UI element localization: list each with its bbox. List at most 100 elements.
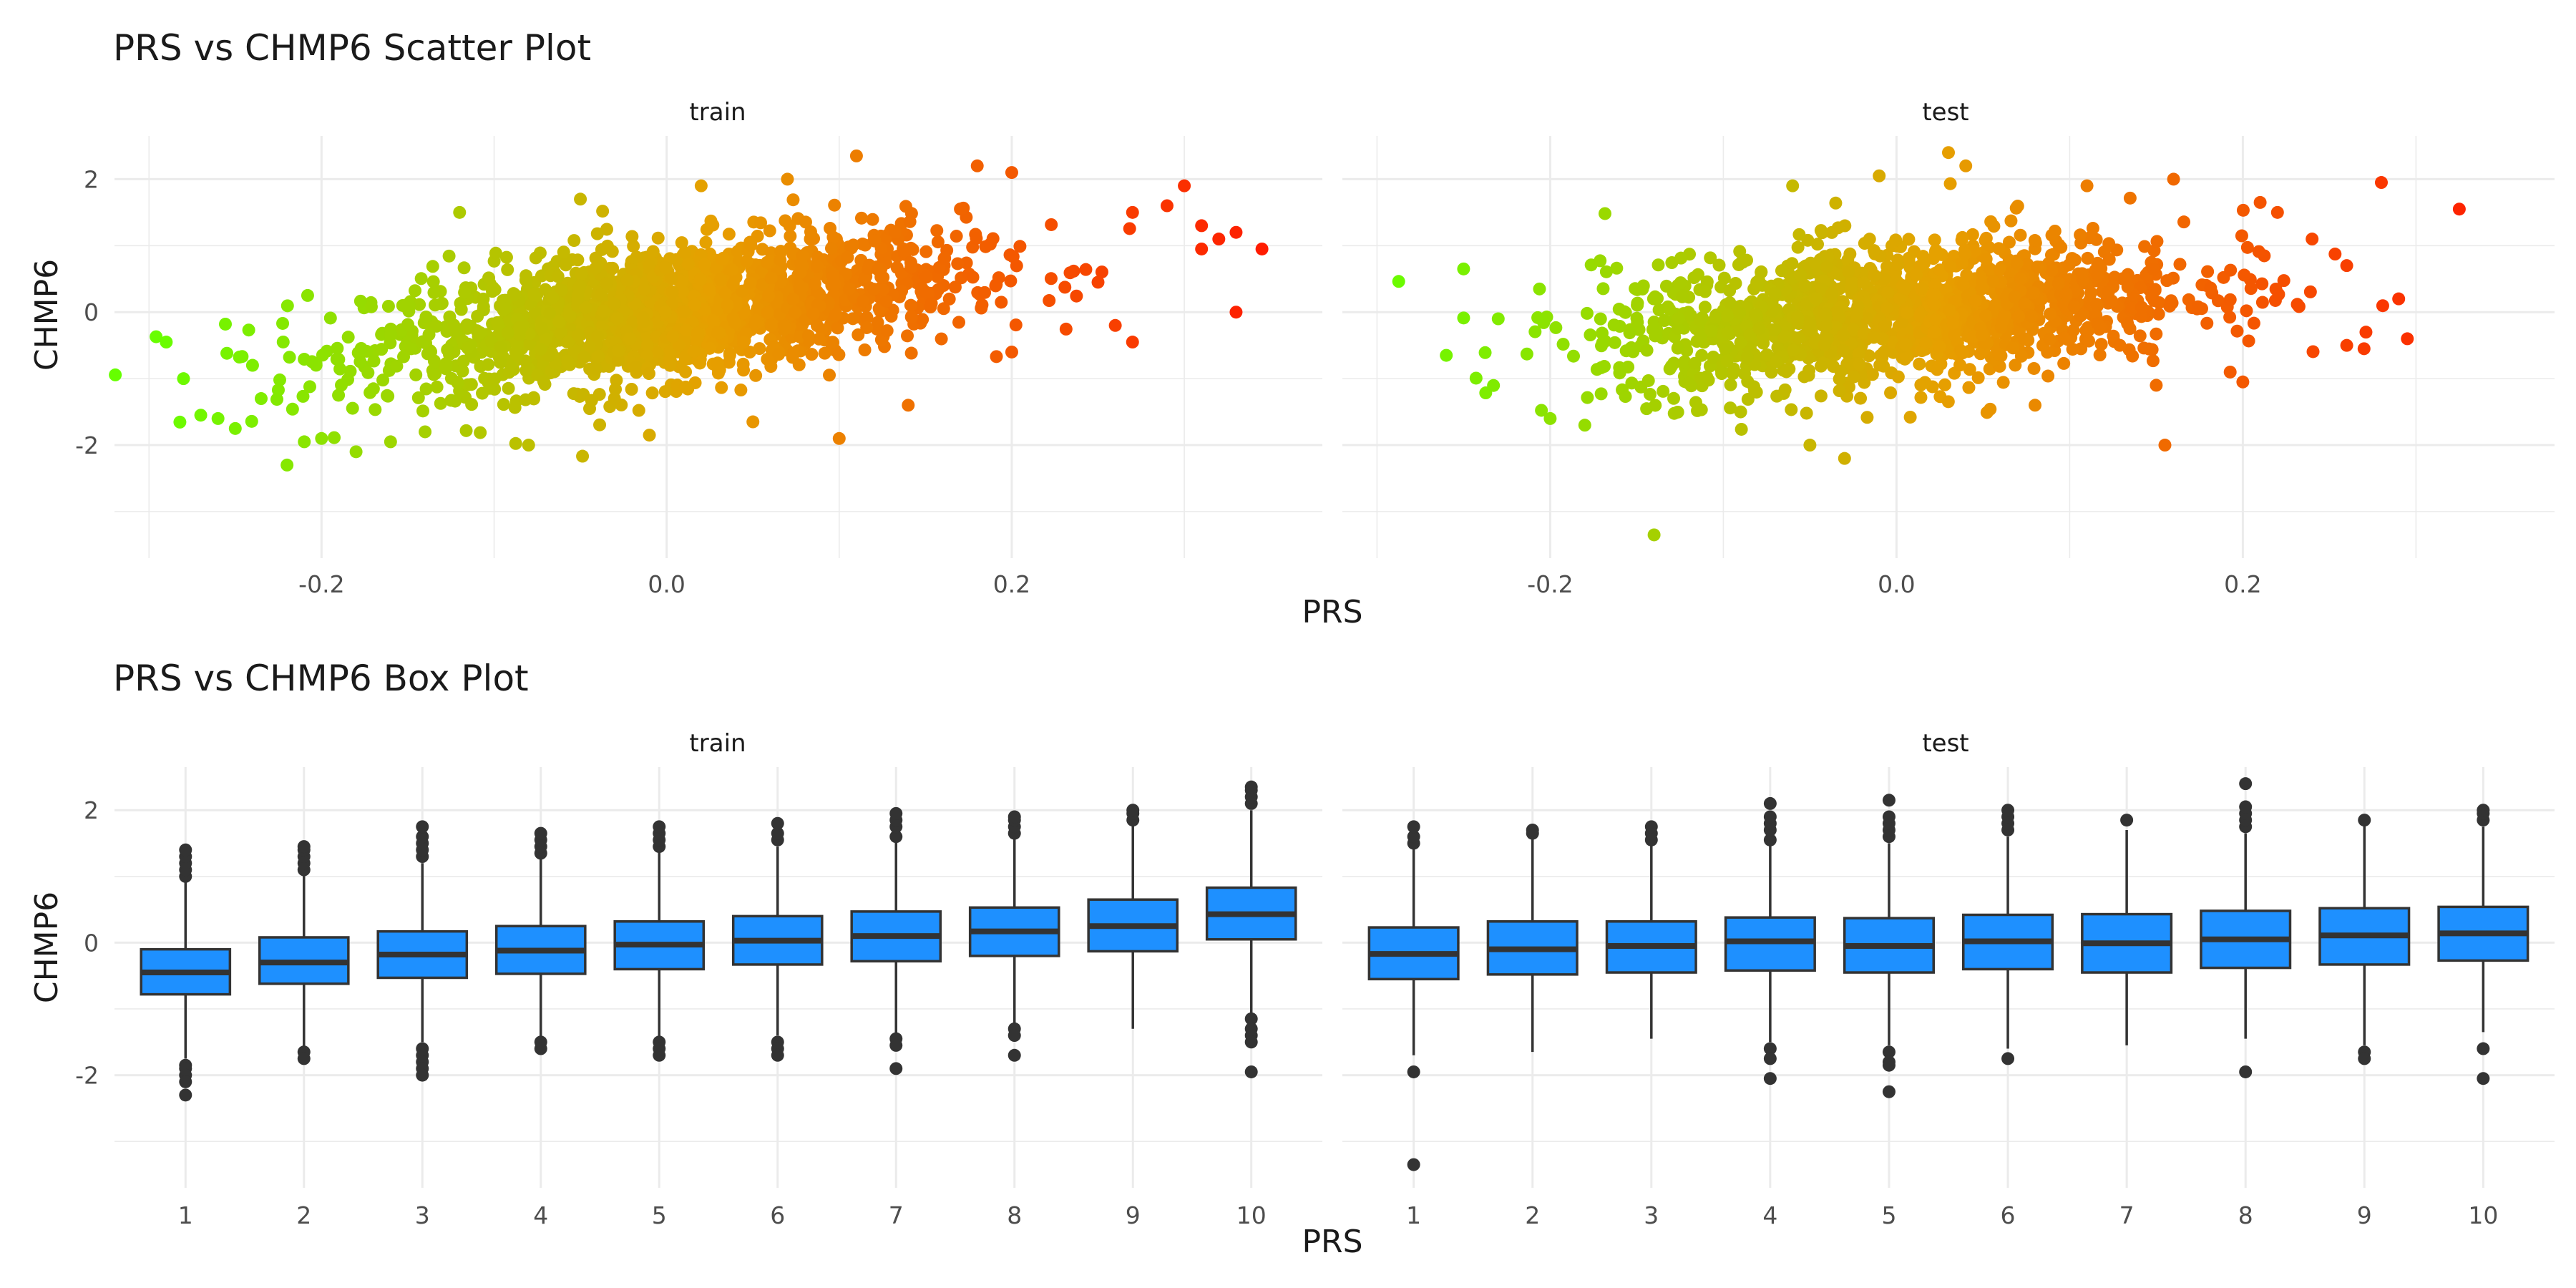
scatter-point bbox=[283, 351, 296, 364]
scatter-point bbox=[2224, 263, 2238, 277]
scatter-point bbox=[1777, 330, 1791, 343]
scatter-point bbox=[1943, 260, 1957, 273]
scatter-point bbox=[426, 260, 439, 273]
scatter-point bbox=[2094, 338, 2108, 351]
scatter-point bbox=[1880, 301, 1893, 315]
scatter-point bbox=[555, 283, 568, 297]
scatter-point bbox=[2240, 304, 2253, 318]
scatter-point bbox=[1803, 439, 1817, 452]
scatter-point bbox=[551, 270, 565, 283]
scatter-point bbox=[2018, 333, 2031, 346]
scatter-point bbox=[482, 271, 496, 285]
scatter-point bbox=[2044, 248, 2058, 262]
scatter-point bbox=[2002, 235, 2016, 249]
scatter-point bbox=[1734, 405, 1747, 419]
scatter-point bbox=[567, 234, 581, 248]
scatter-point bbox=[2090, 298, 2104, 311]
scatter-point bbox=[2165, 294, 2178, 308]
box-outlier bbox=[771, 826, 784, 840]
scatter-point bbox=[245, 414, 258, 428]
box-x-tick-label: 2 bbox=[296, 1201, 311, 1229]
scatter-point bbox=[713, 273, 727, 286]
scatter-point bbox=[1457, 262, 1470, 275]
scatter-point bbox=[1792, 228, 1806, 241]
scatter-point bbox=[676, 285, 690, 298]
scatter-x-tick-label: 0.0 bbox=[1878, 570, 1915, 598]
scatter-point bbox=[2177, 215, 2190, 229]
box-outlier bbox=[1008, 1048, 1021, 1062]
scatter-point bbox=[904, 311, 918, 324]
scatter-point bbox=[323, 311, 337, 325]
scatter-point bbox=[935, 332, 948, 346]
scatter-point bbox=[2201, 265, 2215, 278]
box-outlier bbox=[179, 843, 192, 857]
scatter-point bbox=[457, 354, 470, 368]
scatter-point bbox=[501, 263, 514, 276]
scatter-point bbox=[280, 458, 294, 472]
scatter-point bbox=[904, 298, 917, 312]
scatter-point bbox=[1792, 331, 1805, 345]
scatter-point bbox=[698, 258, 711, 271]
scatter-point bbox=[1178, 179, 1191, 192]
scatter-point bbox=[1641, 374, 1655, 387]
scatter-point bbox=[441, 343, 454, 356]
scatter-point bbox=[846, 312, 859, 326]
box-x-tick-label: 1 bbox=[178, 1201, 193, 1229]
scatter-point bbox=[1833, 384, 1846, 398]
scatter-point bbox=[722, 228, 736, 241]
scatter-point bbox=[711, 303, 724, 317]
scatter-point bbox=[901, 329, 914, 343]
scatter-point bbox=[659, 305, 673, 318]
scatter-point bbox=[640, 349, 654, 363]
scatter-point bbox=[860, 321, 874, 334]
scatter-point bbox=[2223, 293, 2237, 306]
scatter-point bbox=[2031, 260, 2044, 274]
scatter-point bbox=[2247, 316, 2260, 330]
scatter-point bbox=[1619, 306, 1632, 319]
scatter-point bbox=[443, 310, 457, 323]
scatter-point bbox=[2108, 270, 2122, 284]
scatter-point bbox=[1229, 225, 1243, 239]
box-outlier bbox=[1008, 810, 1021, 824]
scatter-point bbox=[527, 391, 540, 404]
box-x-tick-label: 7 bbox=[889, 1201, 904, 1229]
scatter-point bbox=[399, 298, 413, 312]
scatter-point bbox=[2173, 258, 2187, 271]
scatter-point bbox=[1963, 363, 1976, 376]
scatter-point bbox=[2074, 228, 2087, 242]
box-x-tick-label: 2 bbox=[1525, 1201, 1540, 1229]
scatter-point bbox=[173, 415, 187, 429]
scatter-point bbox=[430, 380, 444, 394]
scatter-point bbox=[1625, 376, 1639, 390]
scatter-point bbox=[364, 300, 378, 313]
scatter-point bbox=[1005, 166, 1018, 180]
scatter-point bbox=[2075, 267, 2089, 280]
scatter-point bbox=[1748, 384, 1762, 398]
scatter-point bbox=[761, 289, 775, 303]
box-strip-test: test bbox=[1922, 729, 1968, 758]
scatter-point bbox=[1994, 263, 2007, 277]
scatter-point bbox=[871, 316, 884, 329]
scatter-point bbox=[832, 348, 846, 361]
scatter-point bbox=[273, 373, 286, 386]
scatter-point bbox=[2235, 229, 2248, 243]
box-outlier bbox=[1882, 1045, 1896, 1059]
scatter-x-tick-label: 0.2 bbox=[993, 570, 1030, 598]
scatter-point bbox=[1581, 391, 1594, 404]
scatter-point bbox=[276, 316, 290, 330]
scatter-point bbox=[2091, 317, 2104, 331]
scatter-point bbox=[2121, 280, 2135, 293]
scatter-point bbox=[794, 265, 807, 279]
scatter-point bbox=[898, 245, 912, 258]
box-outlier bbox=[2358, 814, 2371, 827]
scatter-point bbox=[2200, 316, 2214, 330]
box-outlier bbox=[2001, 1052, 2015, 1065]
scatter-point bbox=[2359, 326, 2373, 339]
scatter-point bbox=[995, 296, 1008, 309]
scatter-point bbox=[645, 386, 659, 400]
scatter-point bbox=[2018, 297, 2031, 311]
scatter-point bbox=[1956, 278, 1970, 292]
box-x-tick-label: 3 bbox=[1644, 1201, 1659, 1229]
scatter-point bbox=[2027, 361, 2041, 375]
scatter-point bbox=[1793, 268, 1807, 282]
